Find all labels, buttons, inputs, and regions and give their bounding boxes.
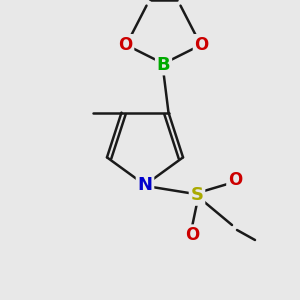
Text: O: O — [194, 36, 208, 54]
Text: O: O — [118, 36, 133, 54]
Text: O: O — [228, 171, 242, 189]
Text: S: S — [190, 186, 203, 204]
Text: O: O — [185, 226, 199, 244]
Text: N: N — [137, 176, 152, 194]
Text: B: B — [157, 56, 170, 74]
